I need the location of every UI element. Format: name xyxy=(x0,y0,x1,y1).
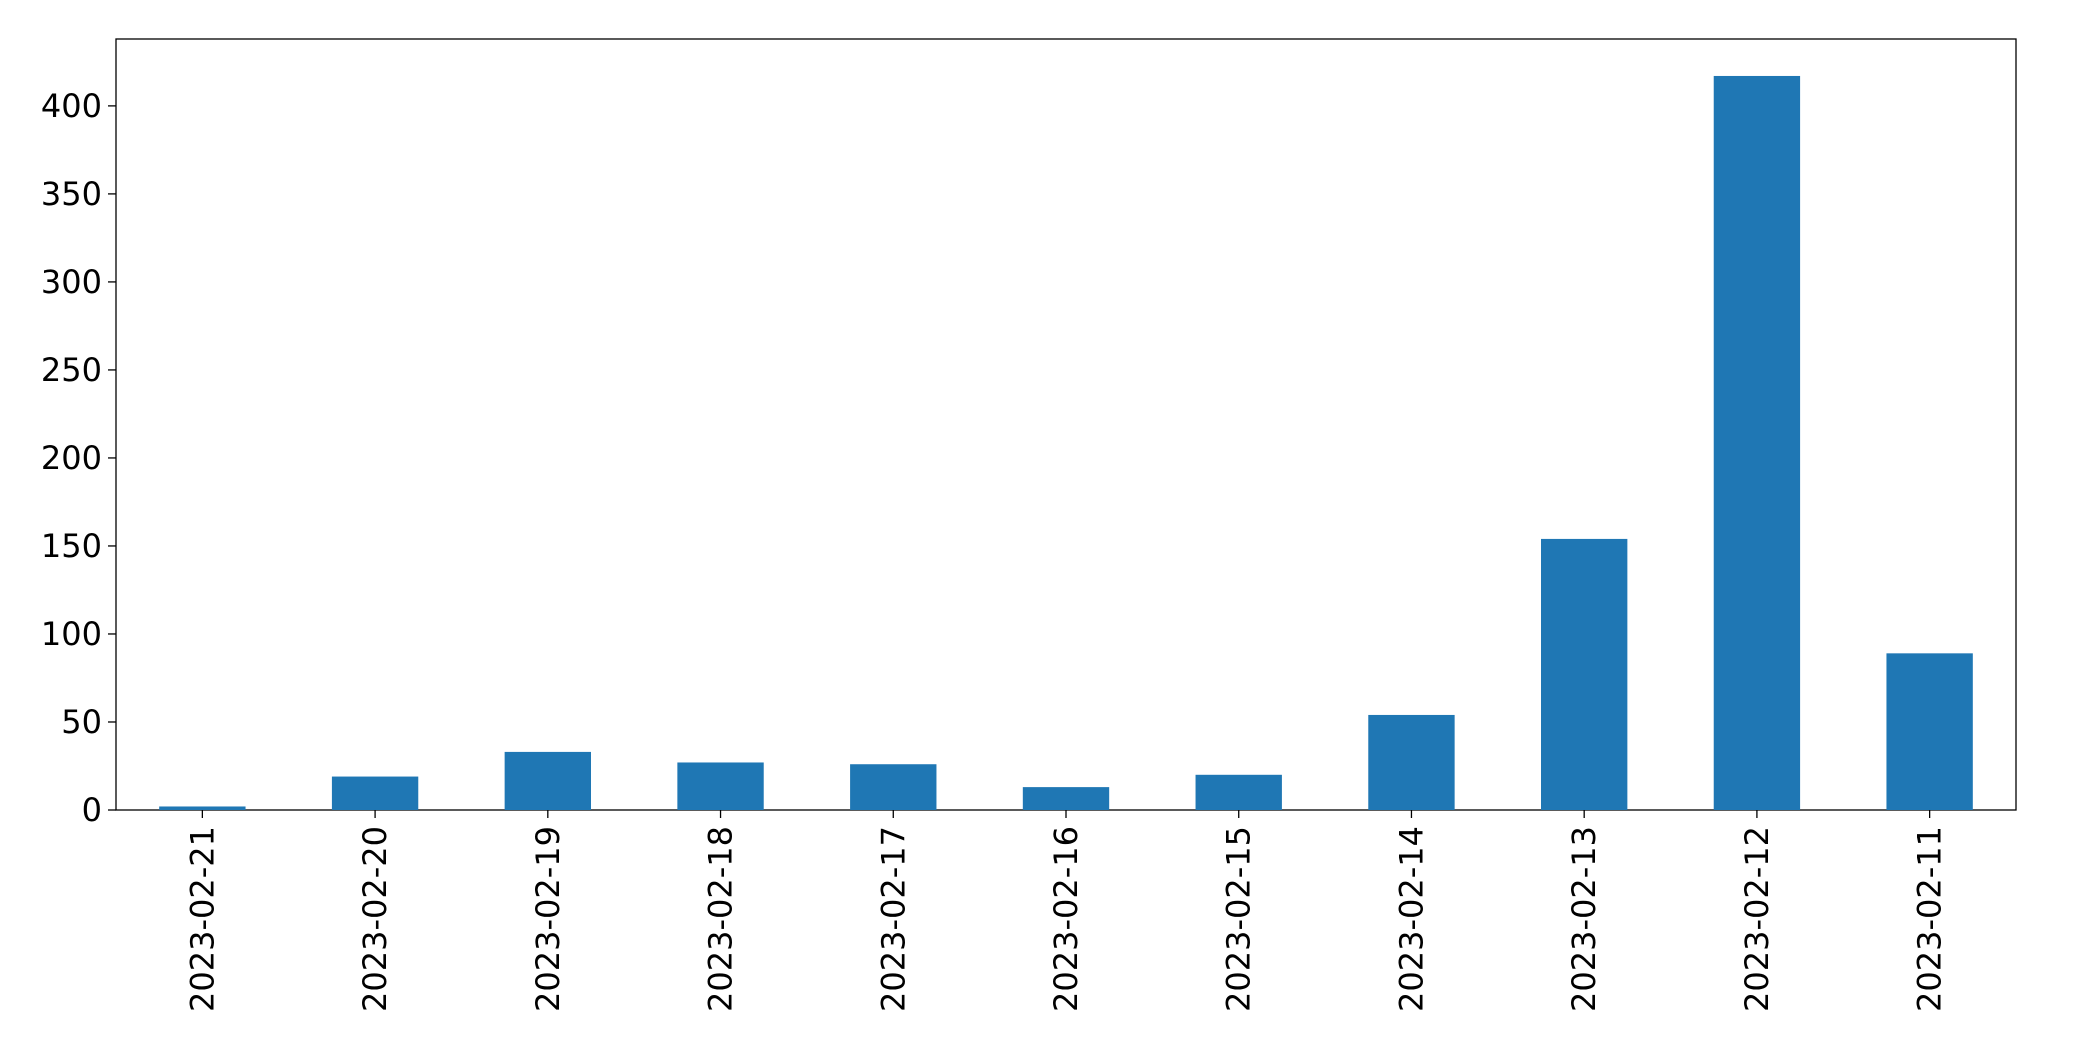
y-tick-label: 250 xyxy=(41,351,102,389)
y-tick-label: 350 xyxy=(41,175,102,213)
x-tick-label: 2023-02-18 xyxy=(702,826,740,1012)
x-tick-label: 2023-02-13 xyxy=(1565,826,1603,1012)
bar xyxy=(1886,653,1973,810)
bar xyxy=(850,764,937,810)
x-tick-label: 2023-02-19 xyxy=(529,826,567,1012)
bar xyxy=(1022,787,1110,810)
y-tick-label: 200 xyxy=(41,439,102,477)
x-tick-label: 2023-02-12 xyxy=(1738,826,1776,1012)
x-tick-label: 2023-02-14 xyxy=(1392,826,1430,1012)
y-tick-label: 0 xyxy=(82,791,102,829)
bar xyxy=(1368,714,1455,810)
bar xyxy=(1713,75,1801,810)
x-tick-label: 2023-02-16 xyxy=(1047,826,1085,1012)
y-tick-label: 50 xyxy=(61,703,102,741)
x-tick-label: 2023-02-20 xyxy=(356,826,394,1012)
y-tick-label: 150 xyxy=(41,527,102,565)
y-tick-label: 300 xyxy=(41,263,102,301)
bar xyxy=(159,806,246,810)
bar xyxy=(331,776,419,810)
bar xyxy=(1195,774,1282,810)
bar xyxy=(504,751,591,810)
y-tick-label: 400 xyxy=(41,87,102,125)
x-tick-label: 2023-02-21 xyxy=(183,826,221,1012)
y-tick-label: 100 xyxy=(41,615,102,653)
x-tick-label: 2023-02-15 xyxy=(1220,826,1258,1012)
x-tick-label: 2023-02-17 xyxy=(874,826,912,1012)
bar xyxy=(677,762,764,810)
bar xyxy=(1541,538,1628,810)
x-tick-label: 2023-02-11 xyxy=(1911,826,1949,1012)
